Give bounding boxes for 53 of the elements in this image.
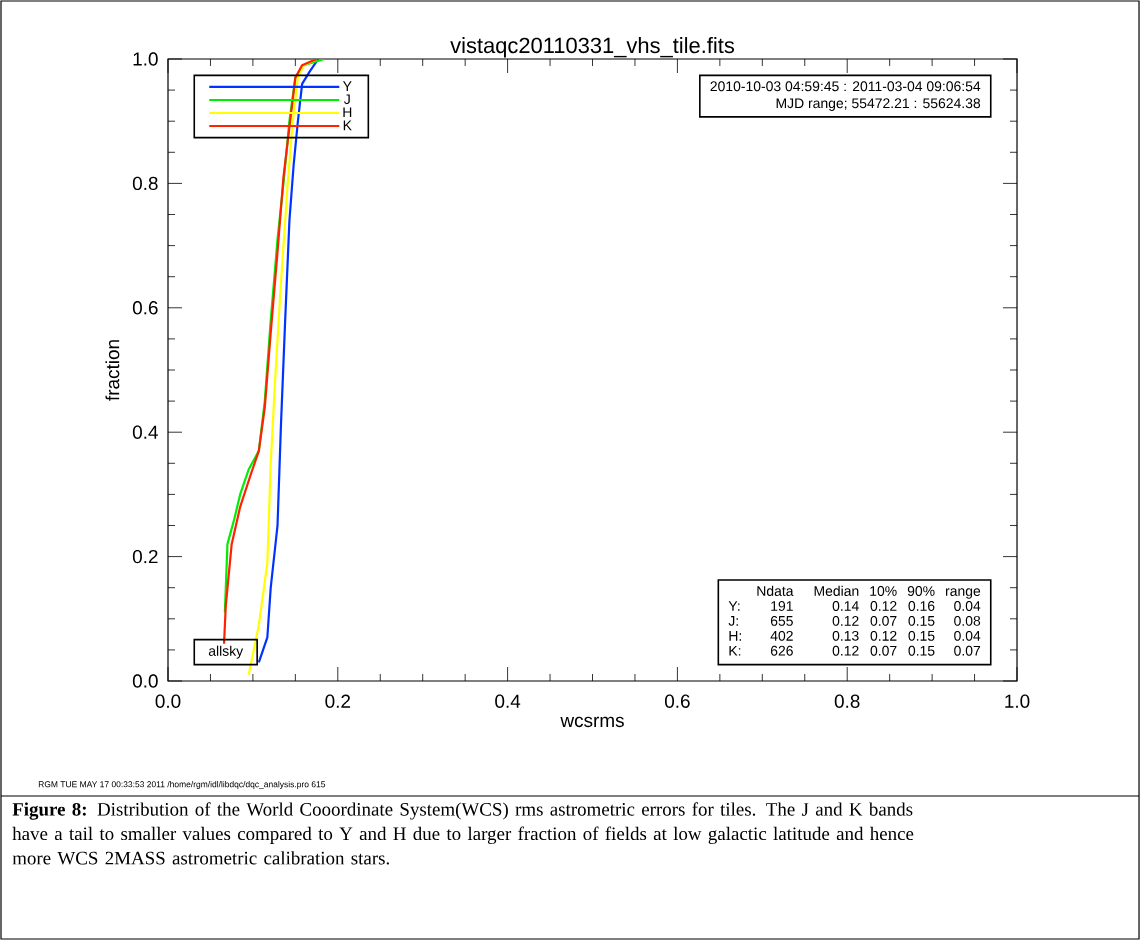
annotation: 0.12 <box>832 645 859 656</box>
annotation: MJD range; 55472.21 : 55624.38 <box>776 98 981 111</box>
annotation: Ndata <box>757 585 794 596</box>
annotation: 0.15 <box>908 645 935 656</box>
annotation: 10% <box>870 586 897 596</box>
x-tick-label: 0.2 <box>325 694 351 708</box>
y-tick-label: 0.6 <box>132 301 158 315</box>
annotation: 0.15 <box>908 630 935 641</box>
x-tick-label: 1.0 <box>1005 694 1030 708</box>
annotation: 191 <box>771 601 793 611</box>
x-tick-label: 0.0 <box>155 694 181 708</box>
text: J <box>344 94 350 105</box>
annotation: 0.07 <box>870 645 897 656</box>
annotation: 0.12 <box>832 615 859 626</box>
x-tick-label: 0.8 <box>834 694 860 708</box>
annotation: Median <box>814 585 859 596</box>
annotation: J: <box>728 616 738 626</box>
annotation: 0.15 <box>908 615 935 626</box>
annotation: Y: <box>728 601 740 611</box>
annotation: 0.08 <box>954 615 981 626</box>
annotation: 0.04 <box>954 630 981 641</box>
text: RGM TUE MAY 17 00:33:53 2011 /home/rgm/idl/libdqc/dqc_analysis.pro 615 <box>38 781 326 789</box>
annotation: 0.04 <box>954 601 981 611</box>
y-tick-label: 0.0 <box>132 674 158 688</box>
text: H <box>343 107 352 118</box>
y-tick-label: 0.8 <box>132 176 158 191</box>
text: Y <box>342 81 352 91</box>
y-tick-label: 0.4 <box>132 425 158 439</box>
annotation: 655 <box>770 615 793 626</box>
text: Figure 8: Distribution of the World Cooordinate System(WCS) rms astrometric errors for tiles. The J and K bands have a tail to smaller values compared to Y and H due to larger fraction of fields at low galactic latitude and hence more WCS 2MASS astrometric calibration stars. <box>12 802 914 865</box>
annotation: 402 <box>770 630 793 641</box>
x-tick-label: 0.4 <box>495 694 521 708</box>
annotation: H: <box>729 631 741 641</box>
annotation: 0.13 <box>832 630 859 641</box>
x-axis-title: wcsrms <box>560 716 624 728</box>
y-tick-label: 1.0 <box>133 52 158 66</box>
annotation: K: <box>729 645 741 656</box>
x-tick-label: 0.6 <box>664 694 690 708</box>
y-tick-label: 0.2 <box>132 549 158 564</box>
annotation: 626 <box>770 645 793 656</box>
text: K <box>343 120 352 131</box>
annotation: 90% <box>907 586 935 596</box>
annotation: range <box>945 588 981 599</box>
annotation: 0.12 <box>870 630 897 641</box>
annotation: 0.16 <box>908 601 935 611</box>
y-axis-title: fraction <box>105 340 120 401</box>
annotation: 0.07 <box>954 645 981 656</box>
annotation: allsky <box>208 645 244 659</box>
annotation: 2010-10-03 04:59:45 : 2011-03-04 09:06:54 <box>710 81 981 92</box>
annotation: 0.12 <box>870 601 897 611</box>
chart-title: vistaqc20110331_vhs_tile.fits <box>450 37 735 58</box>
annotation: 0.14 <box>832 601 859 611</box>
annotation: 0.07 <box>870 615 897 626</box>
